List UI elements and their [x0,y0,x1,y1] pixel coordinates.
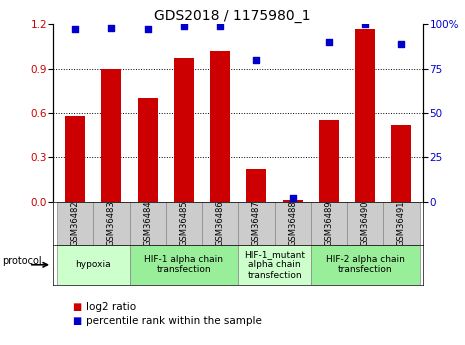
Bar [274,202,311,245]
Text: HIF-2 alpha chain
transfection: HIF-2 alpha chain transfection [326,255,405,275]
Text: GSM36490: GSM36490 [361,201,370,246]
Bar [319,120,339,202]
Bar [166,202,202,245]
Point [72,27,79,32]
Text: GSM36485: GSM36485 [179,200,188,246]
Bar [57,245,130,285]
Bar [239,245,311,285]
Text: GSM36483: GSM36483 [107,200,116,246]
Text: HIF-1_mutant
alpha chain
transfection: HIF-1_mutant alpha chain transfection [244,250,305,280]
Bar [311,202,347,245]
Bar [93,202,130,245]
Text: GSM36484: GSM36484 [143,200,152,246]
Bar [210,51,230,202]
Text: percentile rank within the sample: percentile rank within the sample [86,316,262,326]
Text: GSM36489: GSM36489 [325,200,333,246]
Bar [246,169,266,202]
Text: protocol: protocol [2,256,42,266]
Bar [65,116,85,202]
Point [361,21,369,27]
Bar [283,200,303,202]
Bar [101,69,121,202]
Text: ■: ■ [72,316,81,326]
Text: GSM36488: GSM36488 [288,200,297,246]
Point [289,196,296,201]
Point [252,57,260,62]
Text: HIF-1 alpha chain
transfection: HIF-1 alpha chain transfection [145,255,224,275]
Point [108,25,115,30]
Bar [355,29,375,202]
Text: GSM36486: GSM36486 [216,200,225,246]
Bar [311,245,419,285]
Bar [130,202,166,245]
Point [180,23,188,29]
Text: GSM36487: GSM36487 [252,200,261,246]
Text: GSM36482: GSM36482 [71,200,80,246]
Point [325,39,332,45]
Bar [174,58,194,202]
Bar [57,202,93,245]
Text: GDS2018 / 1175980_1: GDS2018 / 1175980_1 [154,9,311,23]
Bar [347,202,383,245]
Text: log2 ratio: log2 ratio [86,302,136,312]
Point [144,27,152,32]
Point [398,41,405,47]
Text: GSM36491: GSM36491 [397,201,406,246]
Point [217,23,224,29]
Bar [239,202,274,245]
Bar [130,245,239,285]
Text: hypoxia: hypoxia [75,260,111,269]
Text: ■: ■ [72,302,81,312]
Bar [138,98,158,202]
Bar [392,125,412,202]
Bar [383,202,419,245]
Bar [202,202,239,245]
